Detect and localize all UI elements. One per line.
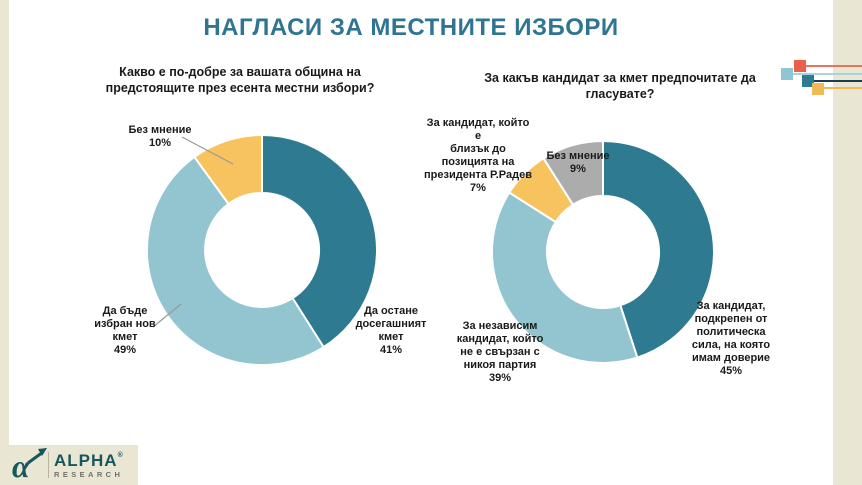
callout-radev-candidate: За кандидат, който е близък до позицията… bbox=[424, 117, 532, 194]
donut-slice bbox=[261, 134, 378, 349]
leader-line-new-mayor bbox=[152, 303, 182, 328]
logo-divider bbox=[48, 452, 49, 478]
chart-question-left: Какво е по-добре за вашата община на пре… bbox=[105, 65, 375, 96]
callout-new-mayor: Да бъде избран нов кмет 49% bbox=[94, 305, 156, 356]
donut-slice bbox=[542, 140, 604, 206]
decor-line-lightblue bbox=[788, 73, 862, 75]
callout-current-mayor: Да остане досегашният кмет 41% bbox=[355, 305, 427, 356]
decor-line-yellow bbox=[819, 87, 862, 89]
logo-subtitle: RESEARCH bbox=[54, 469, 124, 479]
decor-square-red bbox=[794, 60, 806, 72]
decor-square-lightblue bbox=[781, 68, 793, 80]
page-title: НАГЛАСИ ЗА МЕСТНИТЕ ИЗБОРИ bbox=[203, 14, 619, 41]
decor-line-navy bbox=[809, 80, 862, 82]
donut-slice bbox=[602, 140, 716, 359]
callout-no-opinion-right: Без мнение 9% bbox=[546, 150, 610, 175]
callout-party-candidate: За кандидат, подкрепен от политическа си… bbox=[691, 300, 771, 377]
donut-chart-candidate bbox=[491, 140, 716, 365]
alpha-glyph-icon: α bbox=[12, 448, 47, 483]
leader-line-no-opinion bbox=[181, 136, 234, 165]
left-edge-strip bbox=[0, 0, 9, 485]
donut-chart-municipality bbox=[145, 134, 378, 367]
donut-slice bbox=[491, 191, 639, 365]
logo-brand: ALPHA® bbox=[54, 450, 124, 470]
donut-slice bbox=[145, 155, 325, 367]
decor-square-yellow bbox=[812, 83, 824, 95]
alpha-research-logo: α ALPHA® RESEARCH bbox=[8, 445, 138, 485]
decor-line-red bbox=[801, 65, 862, 67]
callout-no-opinion-left: Без мнение 10% bbox=[128, 124, 192, 149]
decor-square-teal bbox=[802, 75, 814, 87]
chart-question-right: За какъв кандидат за кмет предпочитате д… bbox=[484, 71, 756, 102]
callout-independent-candidate: За независим кандидат, който не е свърза… bbox=[456, 320, 544, 384]
svg-text:α: α bbox=[12, 448, 31, 483]
